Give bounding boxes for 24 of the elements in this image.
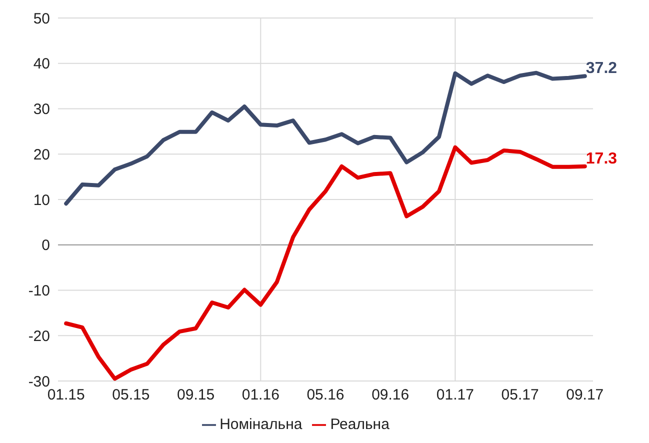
x-tick-label: 05.15 [112,386,150,404]
y-tick-label: 0 [42,237,50,254]
y-tick-label: 40 [33,56,50,73]
legend-label: Номінальна [220,416,302,433]
legend-label: Реальна [330,416,390,433]
line-series [64,145,587,381]
y-tick-label: -30 [28,373,50,390]
y-tick-label: 50 [33,10,50,28]
line-series [64,70,587,206]
x-tick-label: 05.17 [501,386,539,404]
data-label: 17.3 [586,150,618,168]
x-tick-label: 09.17 [566,386,604,404]
data-label: 37.2 [586,60,618,78]
y-tick-label: -20 [28,328,50,345]
x-tick-label: 05.16 [306,386,344,404]
y-tick-label: 20 [33,146,50,164]
x-tick-label: 01.17 [436,386,474,404]
y-tick-label: 30 [33,101,50,118]
x-tick-label: 09.15 [177,386,215,404]
x-tick-label: 01.16 [242,386,280,404]
x-tick-label: 01.15 [47,386,85,404]
y-tick-label: -10 [28,282,50,300]
x-tick-label: 09.16 [372,386,410,404]
y-tick-label: 10 [33,192,50,209]
